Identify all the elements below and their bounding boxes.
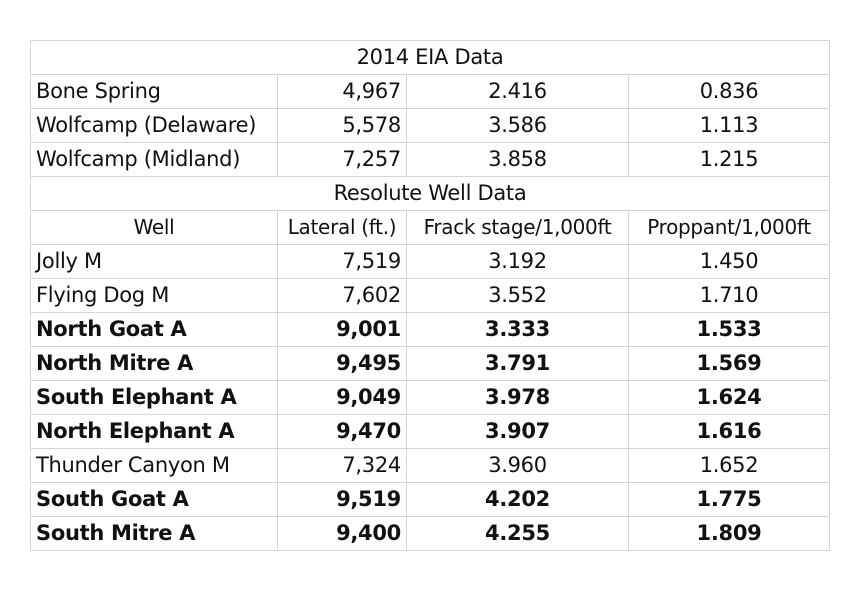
table-row: Wolfcamp (Midland) 7,257 3.858 1.215	[30, 142, 830, 177]
header-lateral: Lateral (ft.)	[277, 210, 407, 245]
well-name-cell: South Elephant A	[30, 380, 278, 415]
table-row: South Mitre A 9,400 4.255 1.809	[30, 516, 830, 551]
well-name-cell: North Mitre A	[30, 346, 278, 381]
well-name-cell: North Goat A	[30, 312, 278, 347]
lateral-cell: 9,519	[277, 482, 407, 517]
well-name-cell: Flying Dog M	[30, 278, 278, 313]
well-name-cell: North Elephant A	[30, 414, 278, 449]
lateral-cell: 7,602	[277, 278, 407, 313]
proppant-cell: 1.809	[628, 516, 830, 551]
frack-stage-cell: 3.907	[406, 414, 629, 449]
table-row: North Elephant A 9,470 3.907 1.616	[30, 414, 830, 449]
lateral-cell: 9,001	[277, 312, 407, 347]
table-row: South Elephant A 9,049 3.978 1.624	[30, 380, 830, 415]
lateral-cell: 9,495	[277, 346, 407, 381]
proppant-cell: 1.624	[628, 380, 830, 415]
eia-title-row: 2014 EIA Data	[30, 40, 830, 75]
frack-stage-cell: 3.960	[406, 448, 629, 483]
lateral-cell: 5,578	[277, 108, 407, 143]
proppant-cell: 1.775	[628, 482, 830, 517]
frack-stage-cell: 3.978	[406, 380, 629, 415]
well-name-cell: South Goat A	[30, 482, 278, 517]
frack-stage-cell: 3.333	[406, 312, 629, 347]
table-row: Thunder Canyon M 7,324 3.960 1.652	[30, 448, 830, 483]
lateral-cell: 7,324	[277, 448, 407, 483]
well-data-table: 2014 EIA Data Bone Spring 4,967 2.416 0.836…	[30, 40, 830, 551]
well-name-cell: Thunder Canyon M	[30, 448, 278, 483]
well-name-cell: Wolfcamp (Delaware)	[30, 108, 278, 143]
lateral-cell: 7,257	[277, 142, 407, 177]
frack-stage-cell: 3.552	[406, 278, 629, 313]
proppant-cell: 1.652	[628, 448, 830, 483]
proppant-cell: 0.836	[628, 74, 830, 109]
well-name-cell: Wolfcamp (Midland)	[30, 142, 278, 177]
table-row: Jolly M 7,519 3.192 1.450	[30, 244, 830, 279]
frack-stage-cell: 2.416	[406, 74, 629, 109]
well-name-cell: Jolly M	[30, 244, 278, 279]
header-proppant: Proppant/1,000ft	[628, 210, 830, 245]
proppant-cell: 1.215	[628, 142, 830, 177]
table-row: Flying Dog M 7,602 3.552 1.710	[30, 278, 830, 313]
header-frack-stage: Frack stage/1,000ft	[406, 210, 629, 245]
resolute-title-row: Resolute Well Data	[30, 176, 830, 211]
frack-stage-cell: 3.192	[406, 244, 629, 279]
frack-stage-cell: 4.202	[406, 482, 629, 517]
well-name-cell: Bone Spring	[30, 74, 278, 109]
header-well: Well	[30, 210, 278, 245]
proppant-cell: 1.569	[628, 346, 830, 381]
lateral-cell: 4,967	[277, 74, 407, 109]
column-header-row: Well Lateral (ft.) Frack stage/1,000ft Prop…	[30, 210, 830, 245]
well-name-cell: South Mitre A	[30, 516, 278, 551]
lateral-cell: 7,519	[277, 244, 407, 279]
table-row: Bone Spring 4,967 2.416 0.836	[30, 74, 830, 109]
proppant-cell: 1.450	[628, 244, 830, 279]
table-row: North Mitre A 9,495 3.791 1.569	[30, 346, 830, 381]
frack-stage-cell: 3.858	[406, 142, 629, 177]
proppant-cell: 1.533	[628, 312, 830, 347]
proppant-cell: 1.113	[628, 108, 830, 143]
lateral-cell: 9,470	[277, 414, 407, 449]
frack-stage-cell: 4.255	[406, 516, 629, 551]
table-row: North Goat A 9,001 3.333 1.533	[30, 312, 830, 347]
lateral-cell: 9,049	[277, 380, 407, 415]
eia-section-title: 2014 EIA Data	[30, 40, 830, 75]
table-row: Wolfcamp (Delaware) 5,578 3.586 1.113	[30, 108, 830, 143]
frack-stage-cell: 3.791	[406, 346, 629, 381]
proppant-cell: 1.616	[628, 414, 830, 449]
table-row: South Goat A 9,519 4.202 1.775	[30, 482, 830, 517]
proppant-cell: 1.710	[628, 278, 830, 313]
resolute-section-title: Resolute Well Data	[30, 176, 830, 211]
frack-stage-cell: 3.586	[406, 108, 629, 143]
lateral-cell: 9,400	[277, 516, 407, 551]
